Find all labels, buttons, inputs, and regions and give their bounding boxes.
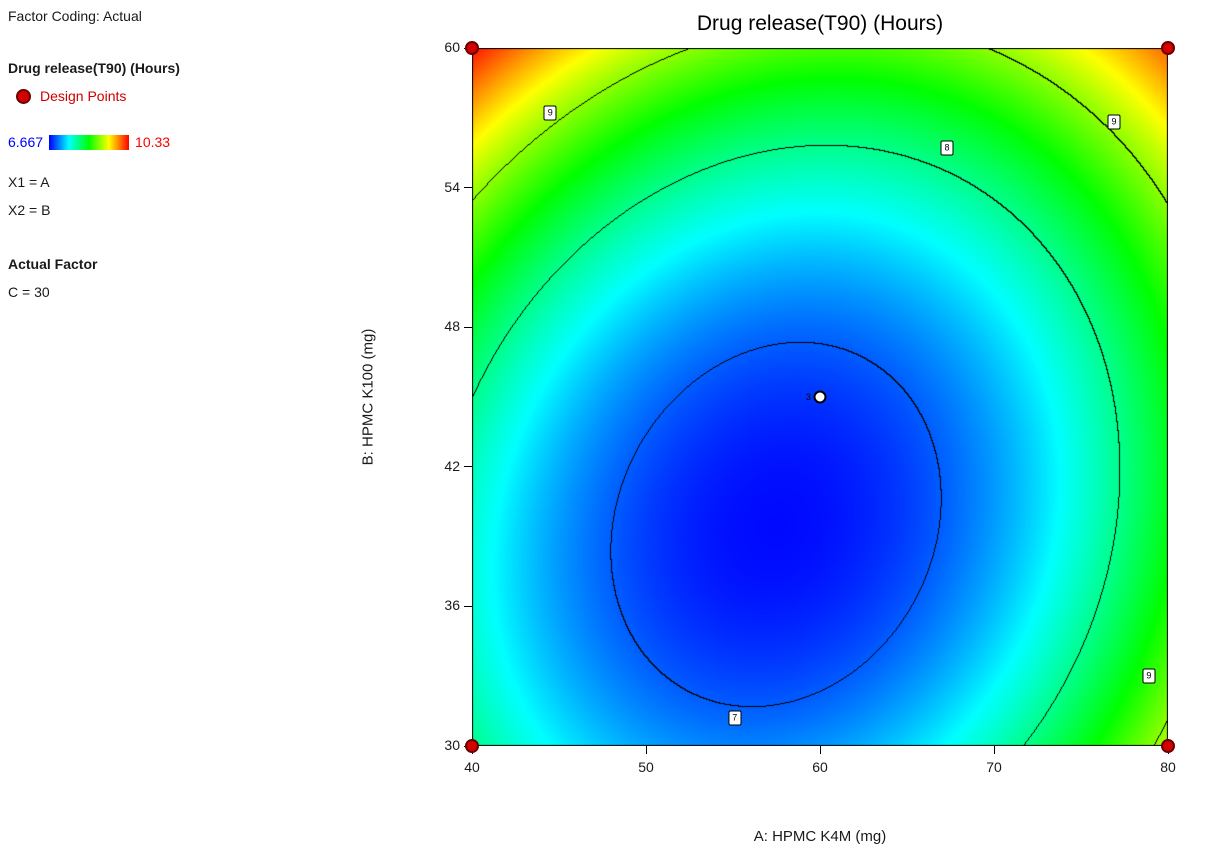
legend-response-title: Drug release(T90) (Hours) <box>8 60 180 76</box>
x-tick-mark <box>993 746 995 754</box>
design-point-count: 3 <box>805 392 811 402</box>
y-axis-title: B: HPMC K100 (mg) <box>359 328 377 466</box>
y-tick-label: 30 <box>444 737 460 753</box>
y-tick-mark <box>464 605 472 607</box>
y-tick-label: 42 <box>444 457 460 474</box>
x-tick-label: 80 <box>1160 759 1176 775</box>
contour-plot-area: Drug release(T90) (Hours) 9 8 9 7 9 3 40 50 60 7… <box>360 12 1176 845</box>
legend-design-points-row: Design Points <box>16 88 126 104</box>
legend-panel: Factor Coding: Actual Drug release(T90) … <box>0 0 420 864</box>
y-tick-label: 36 <box>444 597 460 614</box>
x-tick-label: 70 <box>986 759 1002 775</box>
scale-min-value: 6.667 <box>8 134 44 150</box>
contour-level-label: 9 <box>543 105 557 121</box>
design-point[interactable] <box>1161 739 1175 753</box>
x-tick-label: 40 <box>464 759 480 775</box>
y-tick-label: 54 <box>444 178 460 195</box>
scale-max-value: 10.33 <box>135 134 171 150</box>
y-tick-mark <box>464 326 472 328</box>
design-point-icon <box>16 88 31 104</box>
x-tick-label: 50 <box>638 759 654 775</box>
x-axis-title: A: HPMC K4M (mg) <box>753 828 887 845</box>
plot-title: Drug release(T90) (Hours) <box>696 12 944 35</box>
contour-level-label: 9 <box>1142 668 1156 684</box>
y-tick-mark <box>464 187 472 189</box>
color-gradient-bar <box>49 134 130 150</box>
design-point[interactable] <box>813 390 827 404</box>
x2-assignment: X2 = B <box>8 202 51 218</box>
actual-factor-heading: Actual Factor <box>8 256 98 272</box>
y-tick-mark <box>464 466 472 468</box>
x-tick-label: 60 <box>812 759 828 775</box>
design-point[interactable] <box>465 739 479 753</box>
contour-level-label: 7 <box>728 710 742 726</box>
legend-color-scale: 6.667 10.33 <box>8 134 170 150</box>
x-tick-mark <box>819 746 821 754</box>
design-points-label: Design Points <box>40 88 127 104</box>
contour-level-label: 9 <box>1107 114 1121 130</box>
x1-assignment: X1 = A <box>8 174 50 190</box>
actual-factor-value: C = 30 <box>8 284 50 300</box>
y-tick-label: 48 <box>444 318 460 335</box>
y-tick-label: 60 <box>444 39 460 55</box>
design-point[interactable] <box>1161 41 1175 55</box>
contour-level-label: 8 <box>940 140 954 156</box>
factor-coding-label: Factor Coding: Actual <box>8 8 142 24</box>
design-point[interactable] <box>465 41 479 55</box>
x-tick-mark <box>645 746 647 754</box>
